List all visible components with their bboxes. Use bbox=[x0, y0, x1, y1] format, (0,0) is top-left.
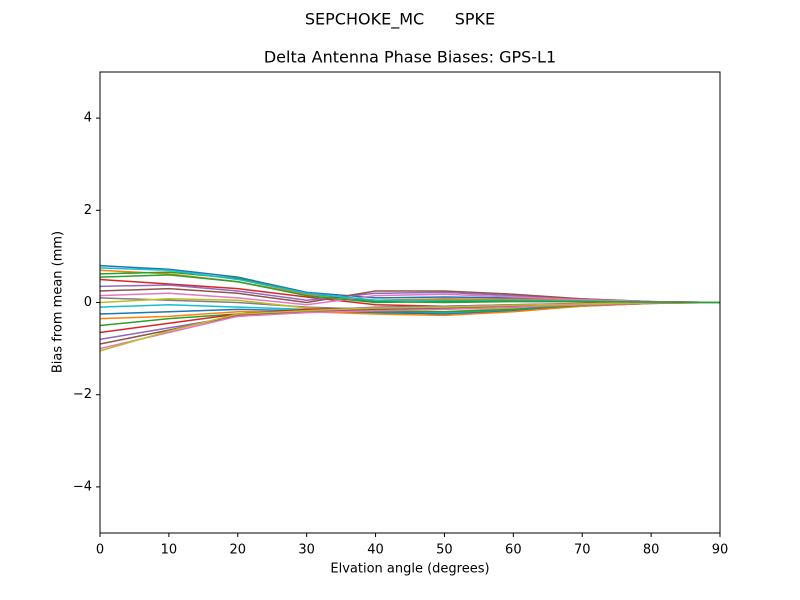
x-tick-label: 50 bbox=[436, 543, 453, 558]
x-tick-label: 60 bbox=[505, 543, 522, 558]
plot-frame bbox=[99, 71, 721, 534]
x-tick-label: 80 bbox=[643, 543, 660, 558]
series-line bbox=[99, 274, 721, 304]
series-line bbox=[99, 301, 720, 352]
suptitle: SEPCHOKE_MC SPKE bbox=[305, 10, 495, 30]
x-tick-label: 40 bbox=[367, 543, 384, 558]
x-tick-label: 0 bbox=[96, 543, 104, 558]
y-tick-label: 0 bbox=[84, 295, 92, 310]
y-tick-label: 4 bbox=[84, 111, 92, 126]
x-axis-label: Elvation angle (degrees) bbox=[330, 562, 489, 577]
x-tick-label: 30 bbox=[298, 543, 315, 558]
x-tick-label: 10 bbox=[161, 543, 178, 558]
x-tick-label: 20 bbox=[230, 543, 247, 558]
y-tick-label: −2 bbox=[73, 387, 92, 402]
chart-title: Delta Antenna Phase Biases: GPS-L1 bbox=[264, 48, 556, 67]
x-tick-label: 90 bbox=[712, 543, 729, 558]
y-axis-label: Bias from mean (mm) bbox=[51, 231, 66, 373]
y-tick-label: 2 bbox=[84, 203, 92, 218]
y-tick-label: −4 bbox=[73, 479, 92, 494]
x-tick-label: 70 bbox=[574, 543, 591, 558]
series-line bbox=[99, 292, 721, 306]
